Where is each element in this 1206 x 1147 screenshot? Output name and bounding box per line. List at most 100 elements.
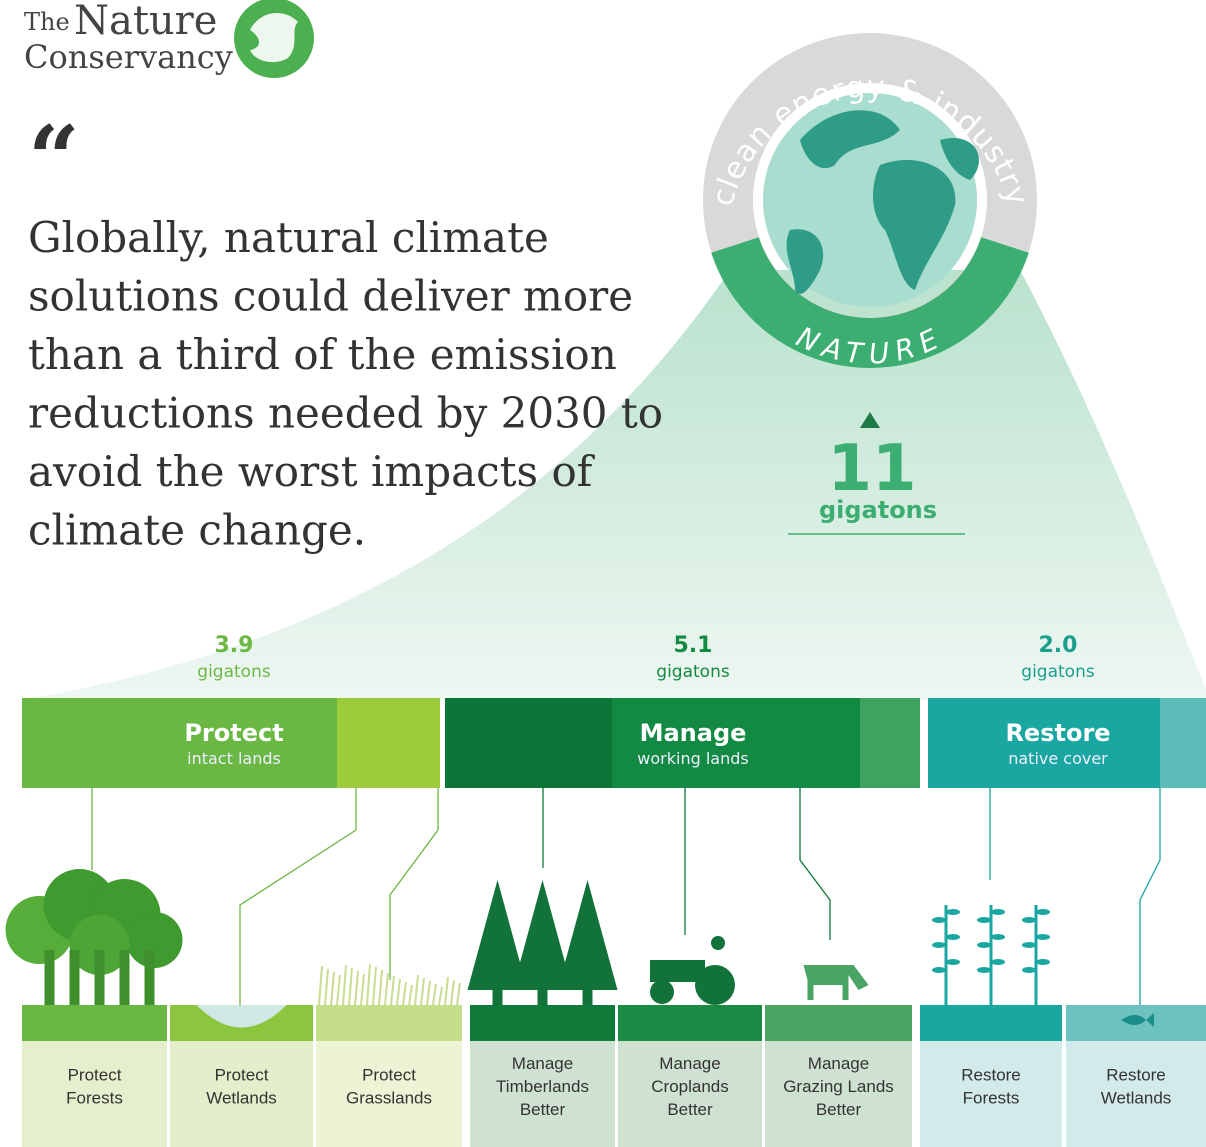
- item-label: Restore: [1106, 1066, 1166, 1085]
- group-value: 3.9: [215, 633, 254, 658]
- tractor-wheel: [695, 965, 735, 1005]
- group-bar: [860, 698, 920, 788]
- grass: [330, 971, 335, 1006]
- item-box: [1066, 1041, 1206, 1147]
- grass: [372, 966, 377, 1006]
- item-label: Manage: [659, 1054, 720, 1073]
- item-box: [765, 1041, 912, 1147]
- group-value: 2.0: [1039, 633, 1078, 658]
- item-strip: [765, 1005, 912, 1041]
- item-label: Forests: [963, 1089, 1020, 1108]
- item-icon: [932, 905, 1050, 1005]
- quote-line: climate change.: [28, 506, 366, 555]
- group-title: Restore: [1005, 719, 1110, 747]
- item-icon: [1121, 1013, 1154, 1027]
- item-label: Better: [816, 1100, 862, 1119]
- leaf: [932, 942, 946, 948]
- item-label: Manage: [808, 1054, 869, 1073]
- item-icon: [803, 965, 869, 1000]
- grass: [366, 963, 371, 1006]
- leaf: [1022, 942, 1036, 948]
- pine: [467, 880, 528, 1005]
- leaf: [1036, 959, 1050, 965]
- group-title: Manage: [640, 719, 747, 747]
- quote-line: solutions could deliver more: [28, 272, 633, 321]
- logo-conservancy: Conservancy: [24, 38, 233, 76]
- leaf: [1036, 934, 1050, 940]
- pine: [557, 880, 618, 1005]
- groups: 3.9 gigatons Protect intact lands Protect For…: [5, 633, 1206, 1147]
- grass: [348, 967, 353, 1006]
- arrow: [799, 788, 831, 940]
- grass: [456, 982, 461, 1006]
- grass: [420, 977, 425, 1006]
- item-icon: [5, 869, 183, 1005]
- leaf: [977, 917, 991, 923]
- item-label: Wetlands: [206, 1089, 277, 1108]
- leaf: [1022, 917, 1036, 923]
- globe: [703, 33, 1037, 368]
- logo-icon: [234, 0, 314, 78]
- item-label: Protect: [68, 1066, 122, 1085]
- grass: [444, 976, 449, 1006]
- group-title: Protect: [184, 719, 283, 747]
- leaf: [991, 959, 1005, 965]
- group-bar: [1160, 698, 1206, 788]
- leaf: [991, 909, 1005, 915]
- grass: [384, 972, 389, 1006]
- item-icon: [650, 936, 735, 1005]
- item-strip: [22, 1005, 167, 1041]
- item-label: Protect: [215, 1066, 269, 1085]
- leaf: [932, 917, 946, 923]
- item-label: Croplands: [651, 1077, 729, 1096]
- grass: [426, 980, 431, 1006]
- group-unit: gigatons: [656, 662, 730, 682]
- item-box: [618, 1041, 762, 1147]
- tree-crown: [126, 912, 183, 968]
- group-subtitle: intact lands: [187, 749, 281, 768]
- item-strip: [316, 1005, 462, 1041]
- group-subtitle: working lands: [637, 749, 748, 768]
- tree-crown: [69, 915, 130, 975]
- grass: [324, 968, 329, 1006]
- item-label: Restore: [961, 1066, 1021, 1085]
- logo-the: The: [24, 8, 70, 36]
- group-bar: [445, 698, 612, 788]
- group-unit: gigatons: [1021, 662, 1095, 682]
- quote-line: reductions needed by 2030 to: [28, 389, 663, 438]
- fish: [1121, 1013, 1154, 1027]
- tree-trunk: [94, 950, 105, 1005]
- tractor-body: [650, 960, 705, 982]
- wetland-water: [196, 1005, 287, 1028]
- item-label: Forests: [66, 1089, 123, 1108]
- arrow: [239, 788, 357, 1030]
- item-label: Manage: [512, 1054, 573, 1073]
- item-label: Better: [667, 1100, 713, 1119]
- fan-background: [20, 270, 1206, 700]
- quote-line: than a third of the emission: [28, 330, 617, 379]
- pine: [512, 880, 573, 1005]
- item-icon: [196, 1005, 287, 1028]
- item-strip: [618, 1005, 762, 1041]
- group-unit: gigatons: [197, 662, 271, 682]
- item-box: [170, 1041, 313, 1147]
- driver: [711, 936, 725, 950]
- arrow: [389, 788, 439, 980]
- grass: [336, 974, 341, 1006]
- tree-trunk: [144, 950, 155, 1005]
- leaf: [991, 934, 1005, 940]
- grass: [450, 979, 455, 1006]
- total-value: 11: [827, 432, 916, 506]
- pointer: [860, 412, 880, 428]
- grass: [342, 964, 347, 1006]
- grass: [414, 974, 419, 1006]
- leaf: [1022, 967, 1036, 973]
- group-value: 5.1: [674, 633, 713, 658]
- grass: [396, 978, 401, 1006]
- item-label: Grazing Lands: [783, 1077, 894, 1096]
- quote-line: Globally, natural climate: [28, 213, 549, 262]
- item-box: [470, 1041, 615, 1147]
- item-label: Timberlands: [496, 1077, 589, 1096]
- item-label: Wetlands: [1101, 1089, 1172, 1108]
